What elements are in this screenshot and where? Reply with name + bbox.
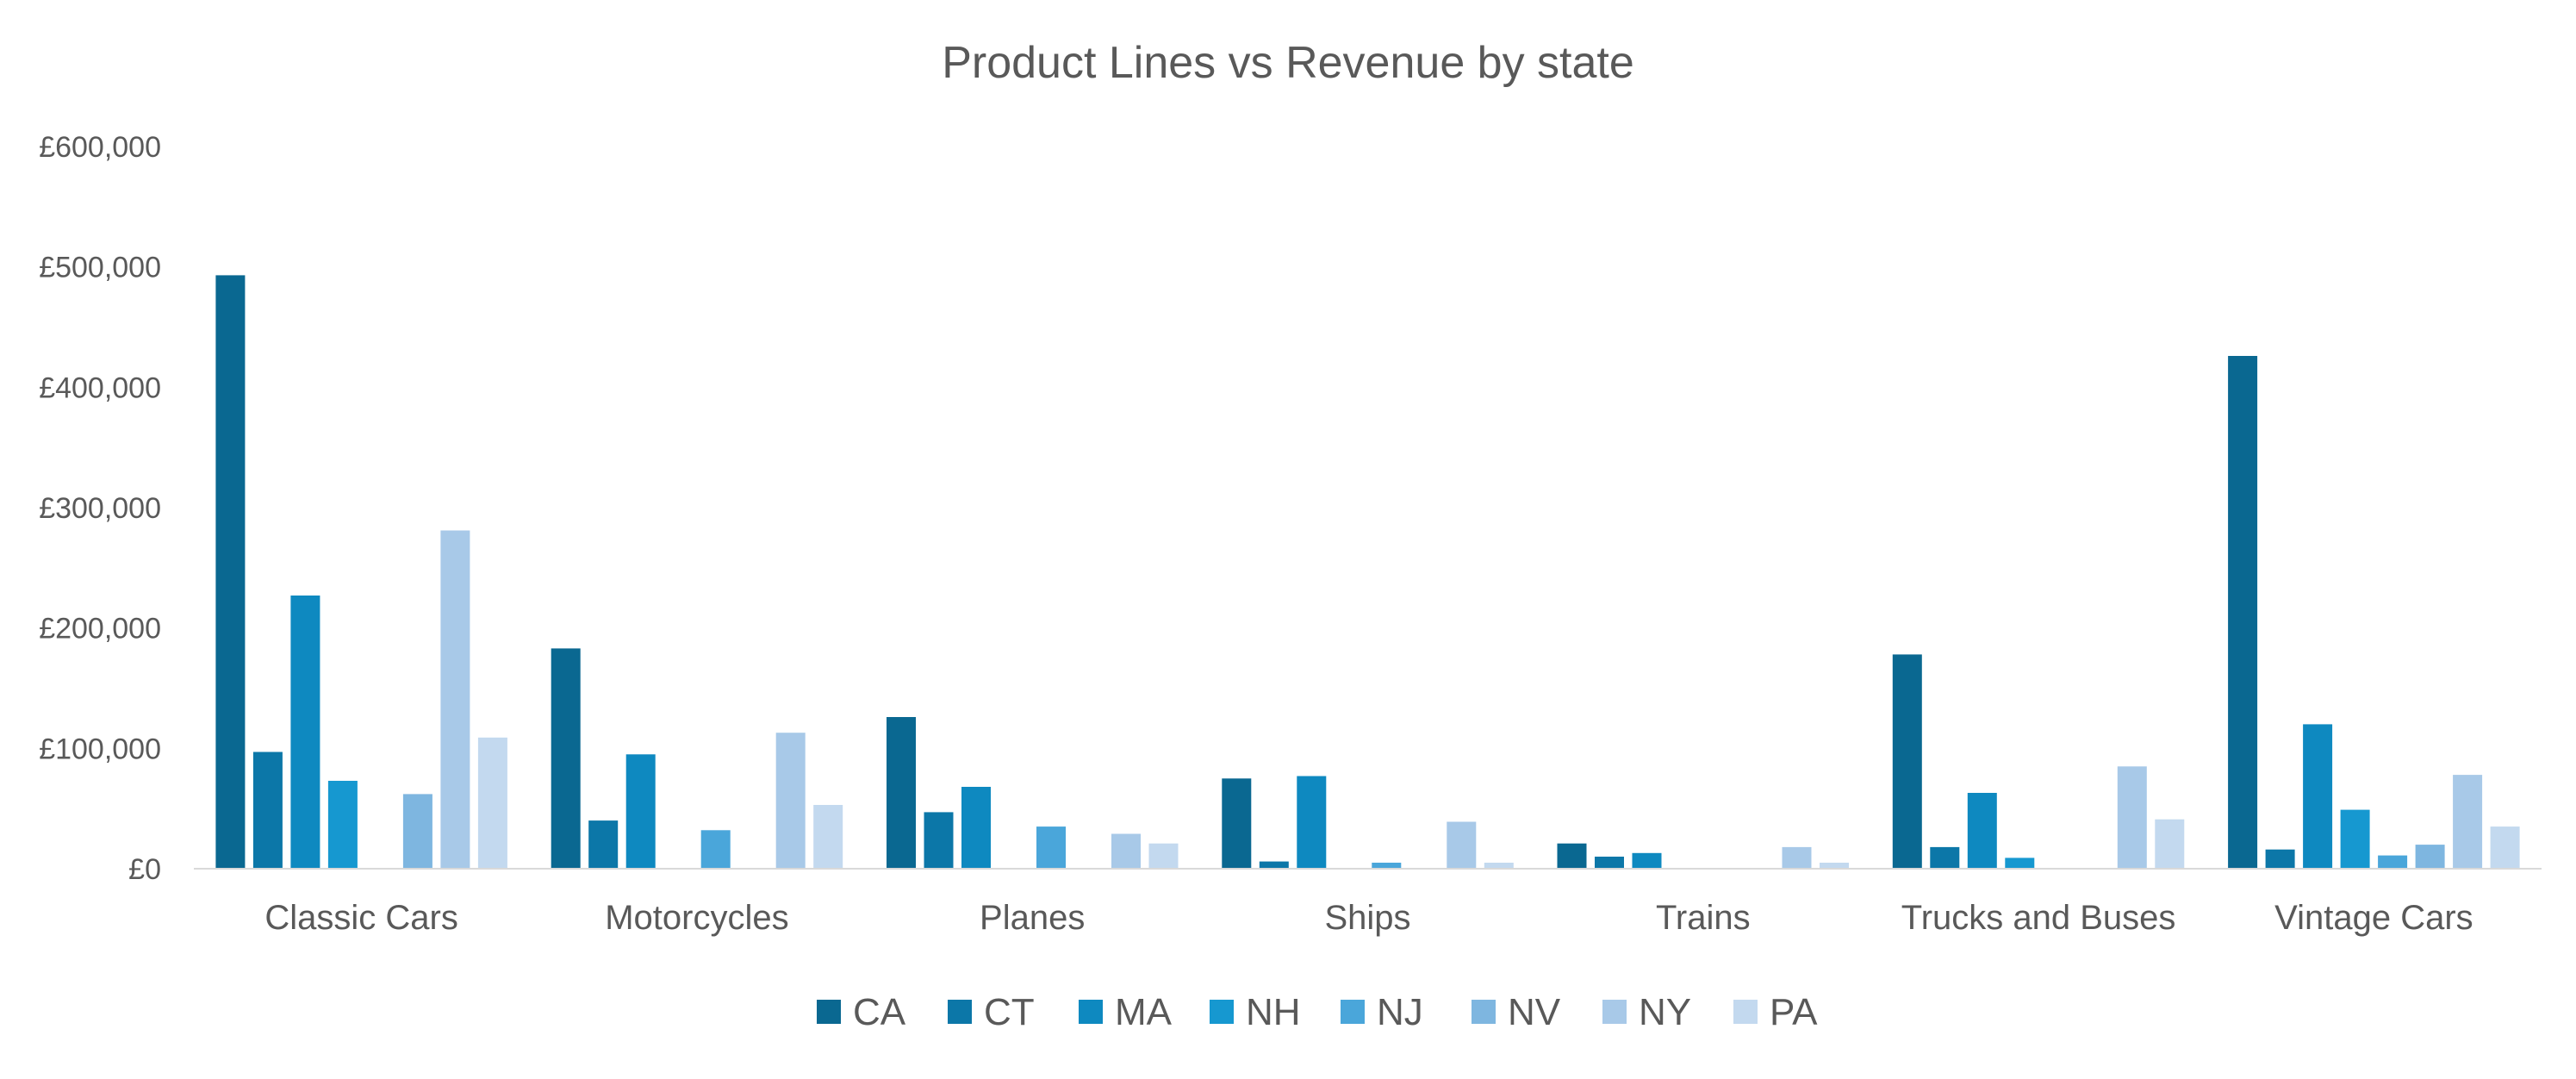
bar-pa-trucks-and-buses [2155, 819, 2185, 869]
bar-nj-ships [1372, 863, 1402, 869]
bar-ny-trucks-and-buses [2117, 766, 2147, 869]
bar-nj-planes [1036, 826, 1066, 869]
legend-item-nj: NJ [1341, 991, 1423, 1033]
bar-ny-motorcycles [775, 733, 806, 869]
legend-label: CT [984, 991, 1035, 1033]
bar-ct-ships [1259, 861, 1289, 869]
bar-ca-trucks-and-buses [1892, 654, 1922, 869]
legend-label: NY [1639, 991, 1691, 1033]
legend-label: NJ [1377, 991, 1423, 1033]
y-tick-label: £400,000 [39, 371, 161, 404]
bar-nh-classic-cars [327, 781, 358, 869]
legend-swatch [1210, 1000, 1234, 1024]
bar-ca-vintage-cars [2228, 356, 2258, 869]
bar-ny-classic-cars [440, 530, 470, 869]
bar-ct-vintage-cars [2265, 849, 2295, 869]
bar-ca-classic-cars [215, 275, 246, 869]
bar-ca-planes [887, 717, 916, 869]
bar-ct-motorcycles [588, 820, 619, 869]
bar-ca-trains [1557, 843, 1587, 869]
y-tick-label: £600,000 [39, 131, 161, 164]
bar-ma-vintage-cars [2303, 724, 2333, 869]
bar-ca-ships [1222, 778, 1252, 870]
bar-nj-motorcycles [700, 830, 731, 869]
legend-swatch [1341, 1000, 1365, 1024]
bar-ca-motorcycles [551, 648, 581, 869]
bar-ct-trucks-and-buses [1930, 846, 1960, 869]
legend-label: PA [1770, 991, 1818, 1033]
y-axis: £0 £100,000 £200,000 £300,000 £400,000 £500,0… [39, 131, 161, 886]
y-tick-label: £300,000 [39, 492, 161, 525]
bar-ma-planes [961, 787, 991, 869]
bar-nv-vintage-cars [2415, 845, 2445, 869]
bar-ct-classic-cars [252, 752, 283, 869]
bar-pa-planes [1148, 843, 1179, 869]
x-tick-label: Classic Cars [264, 899, 457, 937]
legend-label: NV [1508, 991, 1561, 1033]
bar-ma-trains [1632, 852, 1662, 869]
legend-swatch [1602, 1000, 1627, 1024]
legend-item-nh: NH [1210, 991, 1301, 1033]
bar-ny-planes [1111, 833, 1141, 869]
legend-label: NH [1246, 991, 1301, 1033]
bar-nh-trucks-and-buses [2005, 858, 2035, 869]
y-tick-label: £0 [128, 853, 161, 886]
bar-ny-ships [1447, 821, 1477, 869]
bar-pa-motorcycles [813, 805, 843, 869]
bar-ma-trucks-and-buses [1967, 793, 1997, 869]
x-tick-label: Trucks and Buses [1901, 899, 2176, 937]
x-tick-label: Motorcycles [605, 899, 788, 937]
bar-pa-trains [1820, 863, 1849, 869]
legend-label: MA [1115, 991, 1173, 1033]
y-tick-label: £100,000 [39, 733, 161, 765]
legend-item-ct: CT [948, 991, 1035, 1033]
bar-nj-vintage-cars [2378, 855, 2408, 869]
legend-item-ma: MA [1079, 991, 1173, 1033]
bar-ny-trains [1782, 846, 1812, 869]
y-tick-label: £500,000 [39, 252, 161, 284]
bar-ct-planes [924, 812, 954, 869]
bar-ma-classic-cars [290, 596, 320, 869]
x-tick-label: Vintage Cars [2274, 899, 2473, 937]
bar-nh-vintage-cars [2340, 809, 2370, 869]
bar-ma-motorcycles [625, 754, 656, 869]
chart-title: Product Lines vs Revenue by state [942, 38, 1634, 88]
x-tick-label: Trains [1656, 899, 1751, 937]
bar-ma-ships [1297, 776, 1327, 869]
x-tick-label: Ships [1324, 899, 1410, 937]
y-tick-label: £200,000 [39, 613, 161, 646]
bar-ct-trains [1595, 857, 1624, 869]
legend-swatch [817, 1000, 841, 1024]
legend-item-nv: NV [1472, 991, 1561, 1033]
legend-item-ny: NY [1602, 991, 1691, 1033]
legend: CA CT MA NH NJ NV NY PA [817, 991, 1818, 1033]
legend-item-ca: CA [817, 991, 906, 1033]
legend-swatch [948, 1000, 972, 1024]
bar-ny-vintage-cars [2453, 775, 2483, 869]
legend-swatch [1472, 1000, 1496, 1024]
legend-label: CA [853, 991, 906, 1033]
bar-pa-vintage-cars [2490, 826, 2520, 869]
legend-swatch [1079, 1000, 1103, 1024]
legend-item-pa: PA [1733, 991, 1818, 1033]
bar-pa-ships [1484, 863, 1514, 869]
bar-pa-classic-cars [477, 737, 507, 869]
x-tick-label: Planes [980, 899, 1085, 937]
x-axis: Classic Cars Motorcycles Planes Ships Trains… [194, 868, 2542, 937]
bars-group [215, 275, 2520, 870]
legend-swatch [1733, 1000, 1758, 1024]
bar-nv-classic-cars [402, 794, 432, 869]
